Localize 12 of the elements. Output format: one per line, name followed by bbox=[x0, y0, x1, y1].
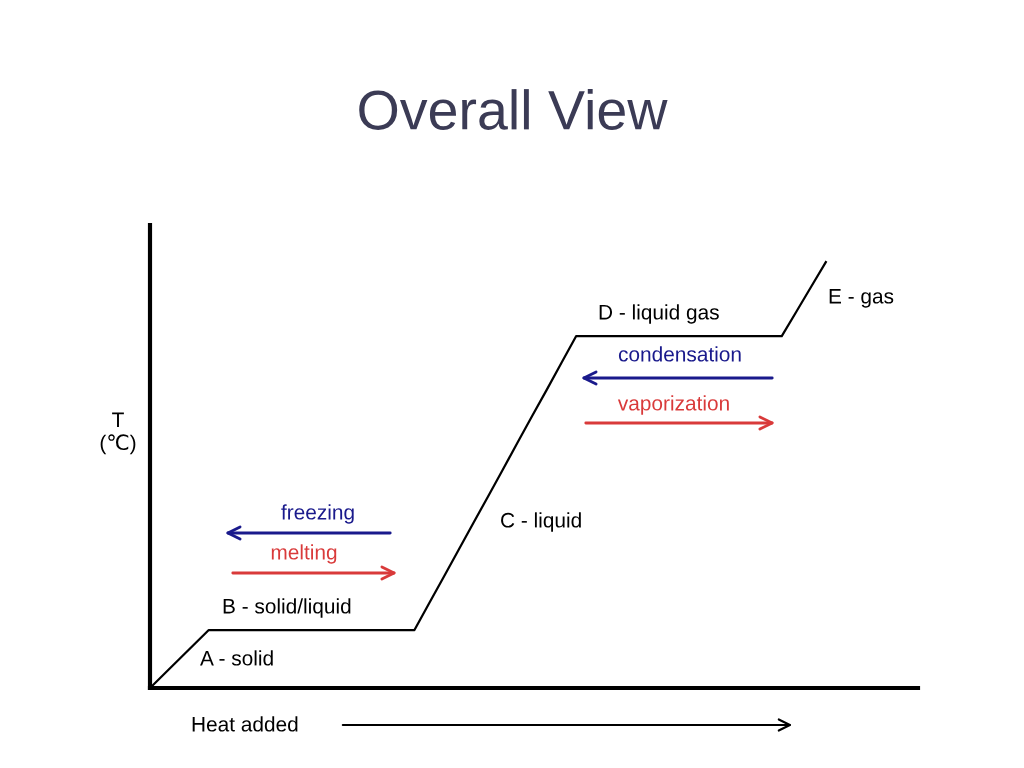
annotation: A - solid bbox=[200, 650, 273, 666]
annotation: freezing bbox=[281, 504, 354, 524]
annotation: E - gas bbox=[829, 289, 894, 308]
annotation: C - liquid bbox=[501, 512, 581, 532]
annotation: vaporization bbox=[617, 395, 729, 415]
annotation: B - solid/liquid bbox=[223, 598, 351, 618]
annotation: condensation bbox=[618, 346, 741, 362]
annotation: melting bbox=[271, 544, 337, 564]
x-axis-title: Heat added bbox=[192, 716, 298, 732]
chart-title: Overall View bbox=[359, 89, 668, 130]
y-axis-title: T (℃) bbox=[100, 412, 136, 455]
annotation: D - liquid gas bbox=[599, 304, 719, 324]
